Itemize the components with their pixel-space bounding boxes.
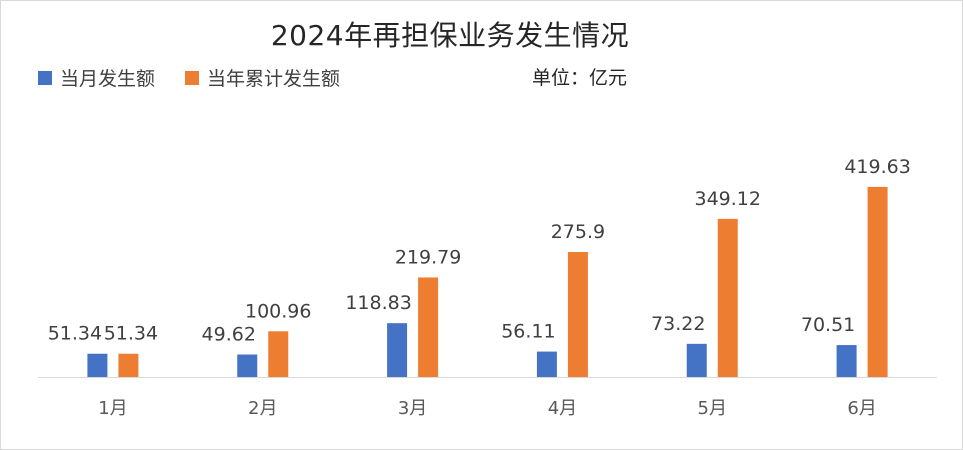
x-tick-label-5: 5月 <box>698 398 727 419</box>
data-label-monthly-1: 51.34 <box>48 323 102 345</box>
bar-cumulative-6 <box>867 186 888 377</box>
legend-swatch-monthly <box>38 70 52 85</box>
legend-item-monthly: 当月发生额 <box>38 64 155 91</box>
data-label-monthly-6: 70.51 <box>801 314 855 336</box>
x-tick-label-2: 2月 <box>248 398 277 419</box>
legend-label-monthly: 当月发生额 <box>60 68 156 90</box>
data-label-cumulative-5: 349.12 <box>695 188 761 210</box>
data-label-monthly-3: 118.83 <box>345 292 411 314</box>
bar-monthly-1 <box>87 353 108 377</box>
bar-cumulative-2 <box>268 331 289 377</box>
data-label-cumulative-1: 51.34 <box>104 323 158 345</box>
data-label-cumulative-2: 100.96 <box>245 300 311 322</box>
x-tick-label-6: 6月 <box>847 398 876 419</box>
data-label-cumulative-4: 275.9 <box>551 221 605 243</box>
x-tick-label-1: 1月 <box>98 398 127 419</box>
data-label-monthly-5: 73.22 <box>651 313 705 335</box>
legend-item-cumulative: 当年累计发生额 <box>185 64 340 91</box>
unit-label: 单位：亿元 <box>532 67 628 89</box>
data-label-cumulative-6: 419.63 <box>844 156 910 178</box>
bar-cumulative-4 <box>567 252 588 377</box>
x-tick-label-3: 3月 <box>398 398 427 419</box>
data-label-cumulative-3: 219.79 <box>395 246 461 268</box>
bar-monthly-3 <box>387 323 408 377</box>
bar-monthly-6 <box>836 345 857 377</box>
bar-monthly-5 <box>686 343 707 377</box>
data-label-monthly-4: 56.11 <box>501 321 555 343</box>
legend: 当月发生额 当年累计发生额 <box>38 64 370 91</box>
chart-title: 2024年再担保业务发生情况 <box>270 19 630 52</box>
legend-swatch-cumulative <box>185 70 200 85</box>
bar-monthly-4 <box>536 351 557 377</box>
legend-label-cumulative: 当年累计发生额 <box>207 68 341 90</box>
bar-cumulative-3 <box>418 277 439 377</box>
x-tick-label-4: 4月 <box>548 398 577 419</box>
data-label-monthly-2: 49.62 <box>202 324 256 346</box>
bar-monthly-2 <box>237 354 258 377</box>
bar-cumulative-5 <box>717 218 738 377</box>
bar-cumulative-1 <box>118 353 139 377</box>
